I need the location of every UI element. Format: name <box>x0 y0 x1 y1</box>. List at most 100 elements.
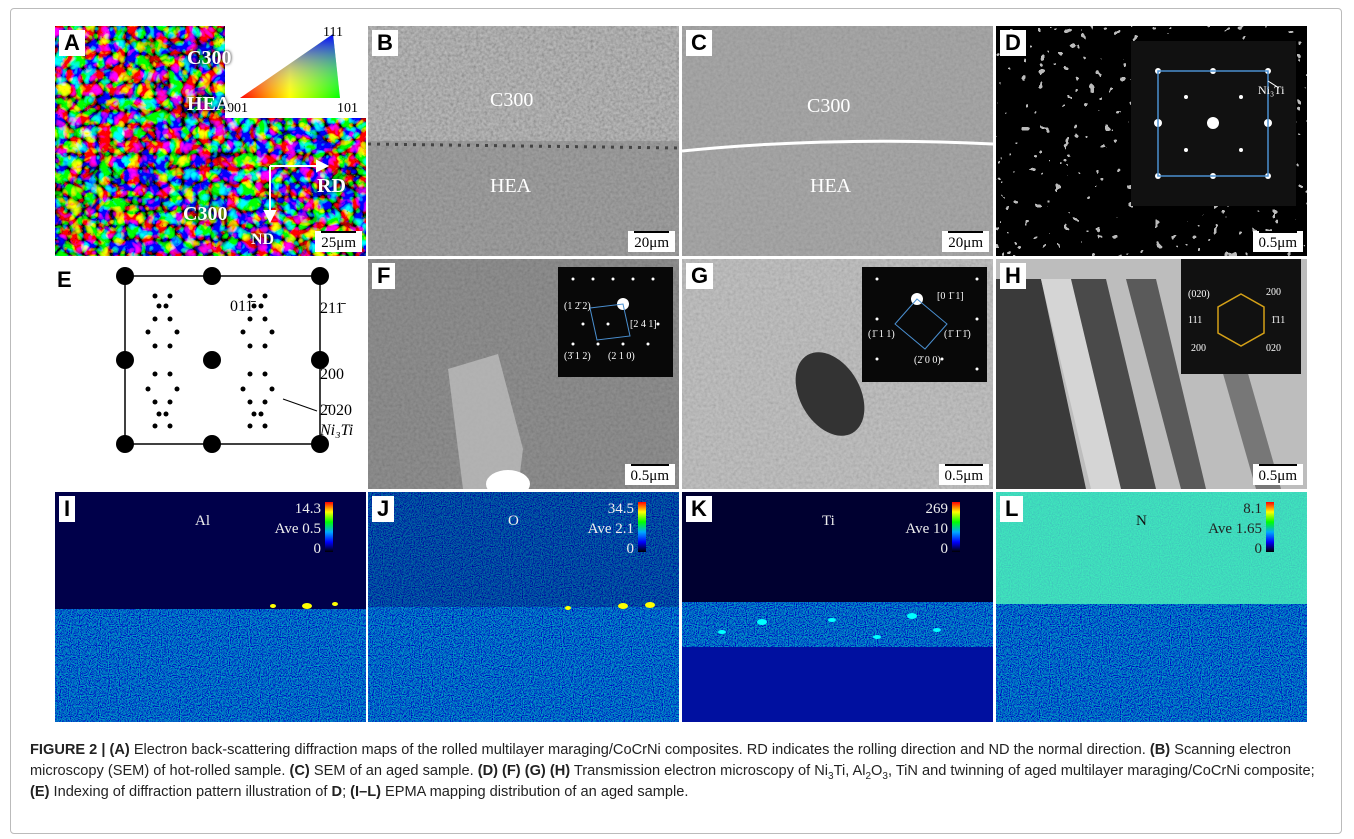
graphic-circle <box>153 294 158 299</box>
min-value: 0 <box>1255 542 1263 557</box>
index-label: (2 1 0) <box>608 351 635 362</box>
graphic-circle <box>876 278 879 281</box>
max-value: 269 <box>926 502 949 517</box>
caption-text: O <box>871 763 882 779</box>
caption-text: Indexing of diffraction pattern illustra… <box>49 784 331 800</box>
graphic-g <box>116 267 329 453</box>
graphic-circle <box>622 343 625 346</box>
graphic-circle <box>168 372 173 377</box>
panel-d: D Ni₃Ti 0.5μm <box>996 26 1307 256</box>
graphic-circle <box>976 318 979 321</box>
graphic-circle <box>116 267 134 285</box>
figure-page: 111 001 101 A C300 HEA C300 RD ND 25μm B… <box>0 0 1354 839</box>
max-value: 14.3 <box>295 502 321 517</box>
graphic-circle <box>1184 95 1188 99</box>
graphic-circle <box>1239 148 1243 152</box>
sem-image <box>682 26 993 256</box>
graphic-circle <box>164 304 169 309</box>
tem-image <box>996 26 1307 256</box>
graphic-rect <box>368 26 679 141</box>
graphic-circle <box>976 278 979 281</box>
graphic-circle <box>153 424 158 429</box>
graphic-rect <box>682 602 993 647</box>
index-label: (2̄ 0 0) <box>914 355 941 366</box>
graphic-circle <box>146 330 151 335</box>
graphic-ellipse <box>757 619 767 625</box>
caption-text: Transmission electron microscopy of Ni <box>570 763 828 779</box>
panel-h: H (020) 200 111 1̄11 200 020 0.5μm <box>996 259 1307 489</box>
graphic-ellipse <box>718 630 726 634</box>
graphic-circle <box>203 267 221 285</box>
caption-text: Ti, Al <box>834 763 866 779</box>
graphic-ellipse <box>565 606 571 610</box>
panel-j: J O 34.5 Ave 2.1 0 <box>368 492 679 722</box>
graphic-circle <box>153 372 158 377</box>
graphic-polygon <box>265 211 275 221</box>
color-bar <box>638 502 646 552</box>
scale-bar: 0.5μm <box>939 464 989 485</box>
graphic-ellipse <box>618 603 628 609</box>
graphic-circle <box>164 412 169 417</box>
scale-bar: 0.5μm <box>1253 231 1303 252</box>
color-bar <box>1266 502 1274 552</box>
caption-text: ; <box>342 784 350 800</box>
graphic-circle <box>647 343 650 346</box>
graphic-circle <box>632 278 635 281</box>
graphic-circle <box>941 358 944 361</box>
index-label: (1̄ 1 1) <box>868 329 895 340</box>
layer-label: HEA <box>490 176 531 196</box>
caption-bold: (E) <box>30 784 49 800</box>
scale-bar: 0.5μm <box>625 464 675 485</box>
panel-f: F (1 2̄ 2) [2 4 1] (3̄ 1 2) (2 1 0) 0.5μ… <box>368 259 679 489</box>
graphic-circle <box>1239 95 1243 99</box>
max-value: 34.5 <box>608 502 634 517</box>
graphic-circle <box>876 358 879 361</box>
direction-arrows <box>55 26 366 256</box>
min-value: 0 <box>941 542 949 557</box>
panel-label: B <box>372 30 398 56</box>
panel-label: H <box>1000 263 1026 289</box>
element-label: Al <box>195 514 210 529</box>
sem-image <box>368 26 679 256</box>
index-label: 200 <box>1266 287 1281 298</box>
element-label: Ti <box>822 514 835 529</box>
caption-bold: FIGURE 2 | (A) <box>30 742 130 758</box>
index-label: 1̄11 <box>1271 315 1285 326</box>
graphic-circle <box>153 344 158 349</box>
graphic-ellipse <box>332 602 338 606</box>
index-label: 111 <box>1188 315 1202 326</box>
index-label: 011̄ <box>230 299 253 315</box>
average-value: Ave 1.65 <box>1208 522 1262 537</box>
panel-label: J <box>372 496 394 522</box>
tem-image <box>996 259 1307 489</box>
direction-label: RD <box>317 176 346 196</box>
graphic-ellipse <box>933 628 941 632</box>
graphic-circle <box>592 278 595 281</box>
graphic-circle <box>612 278 615 281</box>
caption-text: EPMA mapping distribution of an aged sam… <box>381 784 688 800</box>
graphic-ellipse <box>645 602 655 608</box>
panel-label: C <box>686 30 712 56</box>
graphic-circle <box>572 343 575 346</box>
graphic-circle <box>168 400 173 405</box>
graphic-ellipse <box>302 603 312 609</box>
graphic-circle <box>652 278 655 281</box>
graphic-g <box>146 294 180 429</box>
phase-label: Ni₃Ti <box>1258 84 1284 96</box>
graphic-circle <box>168 344 173 349</box>
index-label: (020) <box>1188 289 1210 300</box>
layer-label: C300 <box>490 90 533 110</box>
index-label: (1 2̄ 2) <box>564 301 591 312</box>
graphic-circle <box>157 412 162 417</box>
graphic-rect <box>996 604 1307 722</box>
min-value: 0 <box>627 542 635 557</box>
panel-label: G <box>686 263 713 289</box>
page: Figure 2 body{margin:0;width:1354px;heig… <box>0 0 1354 839</box>
graphic-circle <box>203 351 221 369</box>
graphic-circle <box>175 387 180 392</box>
index-label: 211̄ <box>320 301 343 317</box>
caption-bold: (D) (F) (G) (H) <box>478 763 570 779</box>
index-label: (3̄ 1 2) <box>564 351 591 362</box>
graphic-circle <box>116 435 134 453</box>
graphic-circle <box>203 435 221 453</box>
